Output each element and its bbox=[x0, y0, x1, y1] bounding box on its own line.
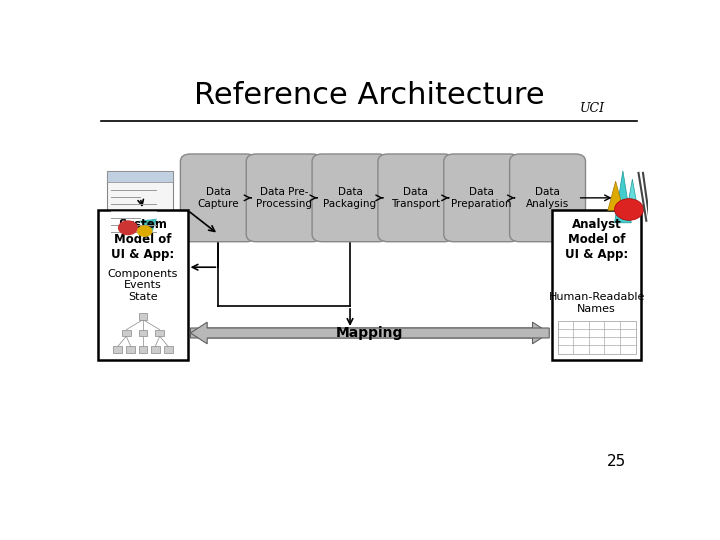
FancyBboxPatch shape bbox=[246, 154, 322, 242]
FancyBboxPatch shape bbox=[378, 154, 454, 242]
Text: 25: 25 bbox=[606, 454, 626, 469]
Text: Data
Preparation: Data Preparation bbox=[451, 187, 512, 208]
Polygon shape bbox=[608, 181, 624, 210]
Polygon shape bbox=[139, 219, 157, 235]
Text: UCI: UCI bbox=[580, 102, 605, 115]
Text: Human-Readable
Names: Human-Readable Names bbox=[549, 292, 645, 314]
Text: Data Pre-
Processing: Data Pre- Processing bbox=[256, 187, 312, 208]
Text: Reference Architecture: Reference Architecture bbox=[194, 82, 544, 111]
FancyBboxPatch shape bbox=[99, 211, 188, 360]
Text: Data
Transport: Data Transport bbox=[391, 187, 441, 208]
FancyBboxPatch shape bbox=[122, 329, 131, 336]
FancyBboxPatch shape bbox=[138, 329, 148, 336]
Text: Data
Capture: Data Capture bbox=[197, 187, 239, 208]
FancyBboxPatch shape bbox=[552, 211, 642, 360]
FancyBboxPatch shape bbox=[114, 346, 122, 353]
Circle shape bbox=[137, 225, 153, 237]
Polygon shape bbox=[626, 179, 639, 217]
Circle shape bbox=[615, 199, 644, 220]
FancyBboxPatch shape bbox=[181, 154, 256, 242]
Text: Mapping: Mapping bbox=[336, 326, 403, 340]
FancyArrow shape bbox=[190, 322, 549, 344]
FancyBboxPatch shape bbox=[107, 171, 173, 183]
FancyBboxPatch shape bbox=[138, 313, 148, 320]
Polygon shape bbox=[615, 171, 631, 223]
FancyBboxPatch shape bbox=[163, 346, 173, 353]
Circle shape bbox=[118, 220, 138, 235]
FancyBboxPatch shape bbox=[126, 346, 135, 353]
Text: Data
Analysis: Data Analysis bbox=[526, 187, 570, 208]
FancyBboxPatch shape bbox=[156, 329, 164, 336]
FancyBboxPatch shape bbox=[510, 154, 585, 242]
FancyBboxPatch shape bbox=[557, 321, 636, 354]
Text: Data
Packaging: Data Packaging bbox=[323, 187, 377, 208]
FancyArrow shape bbox=[190, 322, 549, 344]
Text: Components
Events
State: Components Events State bbox=[108, 268, 178, 302]
FancyBboxPatch shape bbox=[312, 154, 388, 242]
Text: System
Model of
UI & App:: System Model of UI & App: bbox=[112, 218, 175, 261]
FancyBboxPatch shape bbox=[150, 346, 160, 353]
FancyBboxPatch shape bbox=[444, 154, 520, 242]
FancyBboxPatch shape bbox=[138, 346, 148, 353]
FancyBboxPatch shape bbox=[107, 171, 173, 244]
Text: Analyst
Model of
UI & App:: Analyst Model of UI & App: bbox=[565, 218, 629, 261]
